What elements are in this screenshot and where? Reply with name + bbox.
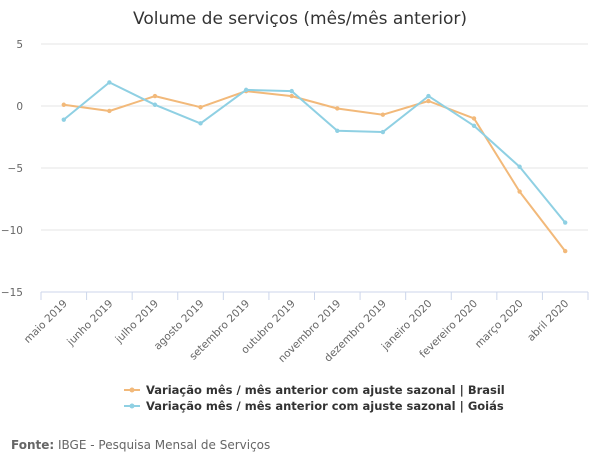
data-point[interactable] — [107, 80, 112, 85]
data-point[interactable] — [335, 106, 340, 111]
y-tick-label: 5 — [16, 39, 23, 51]
legend-item[interactable]: Variação mês / mês anterior com ajuste s… — [124, 383, 505, 397]
data-point[interactable] — [380, 129, 386, 135]
series-1 — [61, 80, 568, 225]
data-point[interactable] — [289, 88, 294, 94]
data-point[interactable] — [61, 117, 66, 122]
y-tick-label: −5 — [8, 163, 23, 175]
series-line — [62, 81, 567, 224]
data-point[interactable] — [107, 108, 112, 114]
source-text: IBGE - Pesquisa Mensal de Serviços — [54, 438, 270, 452]
data-point[interactable] — [380, 112, 386, 117]
data-point[interactable] — [517, 189, 522, 194]
data-point[interactable] — [426, 93, 431, 99]
x-tick-label: maio 2019 — [22, 298, 70, 346]
data-point[interactable] — [198, 105, 203, 110]
source-note: Fonte: IBGE - Pesquisa Mensal de Serviço… — [11, 438, 270, 452]
data-point[interactable] — [563, 220, 568, 225]
y-tick-label: 0 — [16, 101, 23, 113]
chart-title: Volume de serviços (mês/mês anterior) — [133, 9, 467, 29]
x-tick-label: abril 2020 — [525, 298, 571, 344]
y-axis-ticks: 5 0 −5 −10 −15 — [1, 39, 23, 299]
data-point[interactable] — [289, 93, 294, 99]
data-point[interactable] — [198, 121, 203, 126]
data-point[interactable] — [471, 123, 477, 129]
data-point[interactable] — [152, 102, 158, 107]
legend-swatch-marker — [129, 387, 135, 393]
data-point[interactable] — [563, 248, 568, 254]
series-line — [62, 90, 567, 253]
data-point[interactable] — [426, 98, 431, 104]
legend-swatch-marker — [129, 403, 135, 409]
y-tick-label: −15 — [1, 287, 23, 299]
x-tick-label: julho 2019 — [113, 298, 162, 347]
x-tick-label: março 2020 — [473, 298, 526, 351]
legend[interactable]: Variação mês / mês anterior com ajuste s… — [124, 383, 505, 413]
data-point[interactable] — [61, 102, 66, 107]
series-0 — [61, 88, 568, 254]
y-tick-label: −10 — [1, 225, 23, 237]
data-point[interactable] — [517, 164, 522, 169]
data-point[interactable] — [152, 93, 158, 99]
series-lines — [61, 80, 568, 254]
legend-label: Variação mês / mês anterior com ajuste s… — [146, 399, 504, 413]
legend-item[interactable]: Variação mês / mês anterior com ajuste s… — [124, 399, 504, 413]
x-tick-label: junho 2019 — [64, 298, 115, 349]
data-point[interactable] — [471, 116, 477, 121]
data-point[interactable] — [335, 128, 340, 133]
legend-label: Variação mês / mês anterior com ajuste s… — [146, 383, 505, 397]
source-label: Fonte: — [11, 438, 54, 452]
data-point[interactable] — [243, 87, 249, 93]
